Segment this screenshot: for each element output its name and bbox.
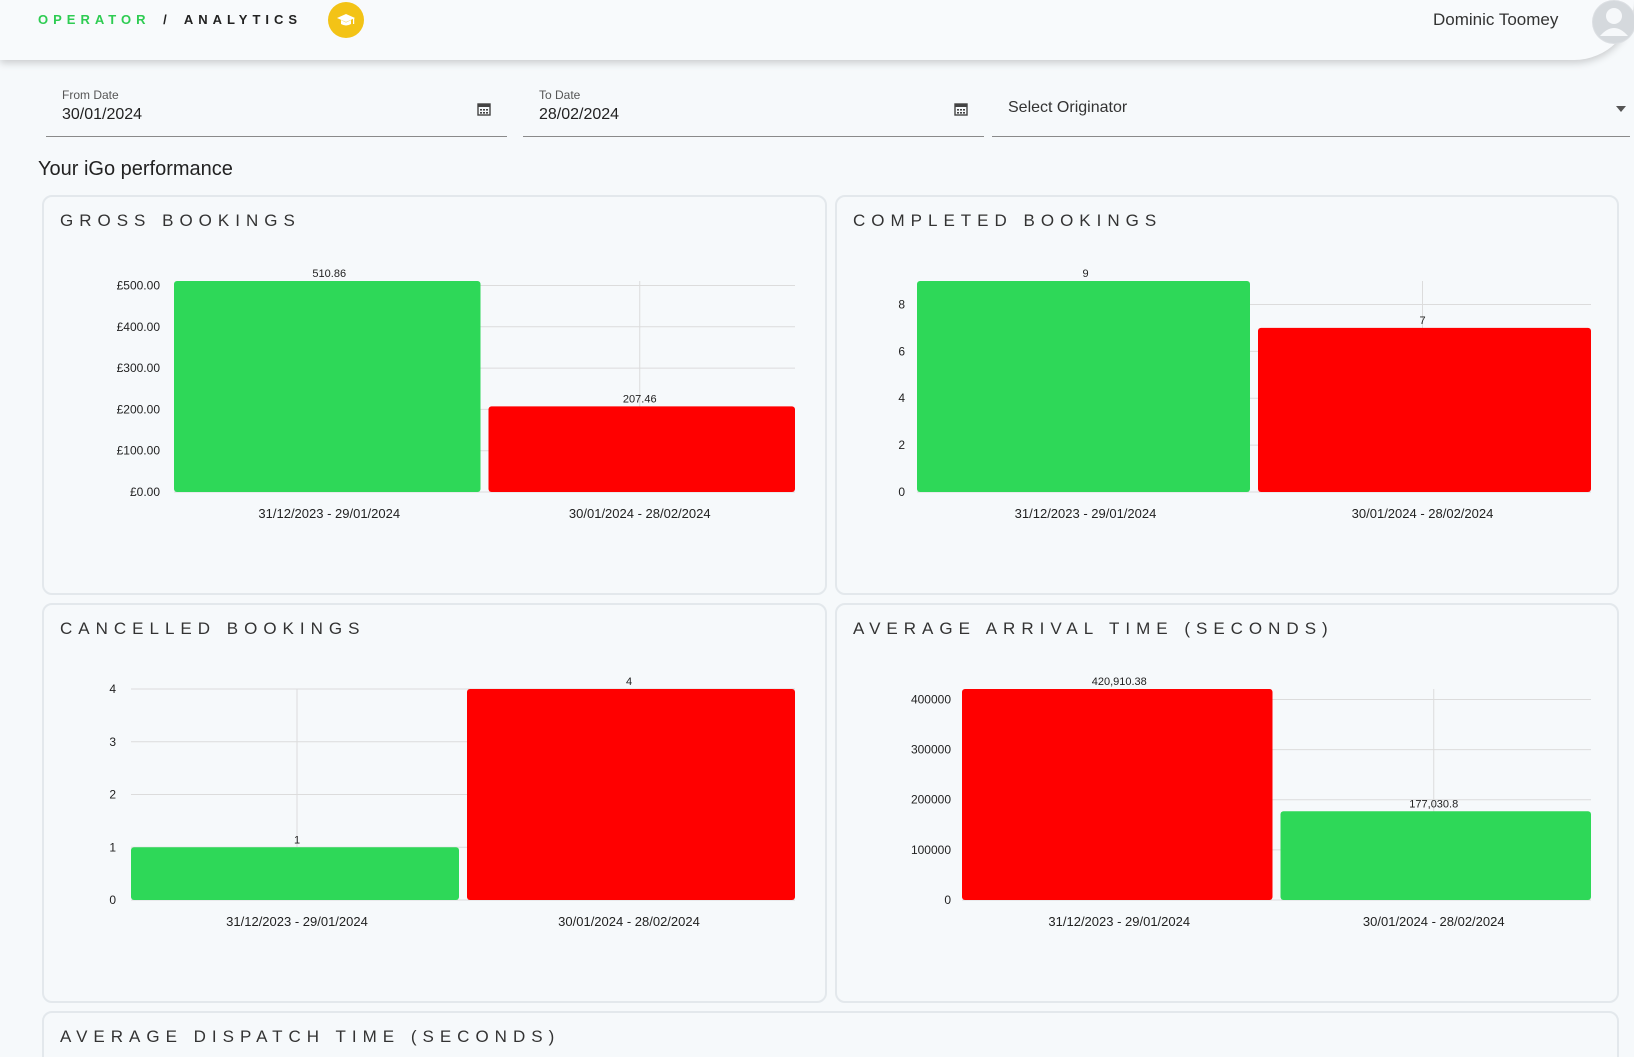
y-tick-label: 0 [944,893,951,907]
originator-select-value: Select Originator [1008,99,1128,116]
gross-bookings-card: GROSS BOOKINGS £0.00 £100.00 £200.00 £300.0… [42,195,827,595]
bar [917,281,1250,492]
data-label: 420,910.38 [1092,676,1147,688]
from-date-label: From Date [62,88,119,102]
data-label: 207.46 [623,393,657,405]
data-label: 177,030.8 [1409,798,1458,810]
y-tick-label: 1 [109,840,116,854]
card-title: CANCELLED BOOKINGS [60,619,366,638]
user-avatar-icon[interactable] [1592,0,1634,44]
x-tick-label: 31/12/2023 - 29/01/2024 [1015,506,1157,521]
to-date-label: To Date [539,88,581,102]
originator-select[interactable]: Select Originator [992,80,1630,137]
x-tick-label: 30/01/2024 - 28/02/2024 [1352,506,1494,521]
cancelled-bookings-card: CANCELLED BOOKINGS 0 1 2 3 4 1 31/12/2023 - 29… [42,603,827,1003]
gross-bookings-chart: £0.00 £100.00 £200.00 £300.00 £400.00 £500.00… [117,268,795,521]
brand-analytics-label: ANALYTICS [183,12,303,27]
y-tick-label: 400000 [911,692,951,706]
data-label: 9 [1082,268,1088,280]
y-tick-label: 0 [109,893,116,907]
x-tick-label: 30/01/2024 - 28/02/2024 [1363,914,1505,929]
card-title: AVERAGE DISPATCH TIME (SECONDS) [60,1027,561,1046]
x-tick-label: 30/01/2024 - 28/02/2024 [569,506,711,521]
completed-bookings-card: COMPLETED BOOKINGS 0 2 4 6 8 9 31/12/2023 - 29… [835,195,1619,595]
y-tick-label: 4 [109,682,116,696]
y-tick-label: £300.00 [117,361,161,375]
calendar-icon[interactable] [477,102,491,121]
y-tick-label: £200.00 [117,402,161,416]
data-label: 510.86 [312,268,346,280]
y-tick-label: 300000 [911,743,951,757]
card-title: GROSS BOOKINGS [60,211,301,230]
breadcrumb: OPERATOR / ANALYTICS [38,12,302,27]
x-tick-label: 31/12/2023 - 29/01/2024 [1048,914,1190,929]
x-tick-label: 30/01/2024 - 28/02/2024 [558,914,700,929]
y-tick-label: 4 [898,391,905,405]
average-dispatch-time-card: AVERAGE DISPATCH TIME (SECONDS) [42,1011,1619,1057]
cancelled-bookings-chart: 0 1 2 3 4 1 31/12/2023 - 29/01/2024 4 30/01/2024… [109,676,795,929]
y-tick-label: £100.00 [117,444,161,458]
breadcrumb-separator: / [163,12,172,27]
brand-operator-link[interactable]: OPERATOR [38,12,151,27]
chevron-down-icon[interactable] [1616,106,1626,112]
from-date-field[interactable]: From Date 30/01/2024 [46,80,507,137]
y-tick-label: 6 [898,344,905,358]
average-arrival-time-chart: 0 100000 200000 300000 400000 420,910.38 31/12… [911,676,1591,929]
y-tick-label: 100000 [911,843,951,857]
to-date-value[interactable]: 28/02/2024 [539,106,620,123]
bar [467,689,795,900]
bar [1280,811,1591,900]
bar [174,281,481,492]
average-arrival-time-card: AVERAGE ARRIVAL TIME (SECONDS) 0 100000 20… [835,603,1619,1003]
user-name[interactable]: Dominic Toomey [1433,10,1559,29]
y-tick-label: 2 [898,438,905,452]
calendar-icon[interactable] [954,102,968,121]
bar [488,406,795,492]
card-title: COMPLETED BOOKINGS [853,211,1163,230]
y-tick-label: £0.00 [130,485,160,499]
from-date-value[interactable]: 30/01/2024 [62,106,143,123]
y-tick-label: £500.00 [117,278,161,292]
card-title: AVERAGE ARRIVAL TIME (SECONDS) [853,619,1334,638]
y-tick-label: 0 [898,485,905,499]
bar [1258,327,1591,492]
y-tick-label: 3 [109,735,116,749]
data-label: 7 [1419,315,1425,327]
bar [962,689,1273,900]
data-label: 1 [294,834,300,846]
bar [131,847,459,900]
y-tick-label: 200000 [911,793,951,807]
data-label: 4 [626,676,632,688]
x-tick-label: 31/12/2023 - 29/01/2024 [258,506,400,521]
graduation-cap-icon[interactable] [328,2,364,38]
y-tick-label: £400.00 [117,320,161,334]
section-title: Your iGo performance [38,158,233,180]
completed-bookings-chart: 0 2 4 6 8 9 31/12/2023 - 29/01/2024 7 30/01/2024… [898,268,1591,521]
top-bar: OPERATOR / ANALYTICS Dominic Toomey [0,0,1634,60]
y-tick-label: 2 [109,788,116,802]
x-tick-label: 31/12/2023 - 29/01/2024 [226,914,368,929]
to-date-field[interactable]: To Date 28/02/2024 [523,80,984,137]
y-tick-label: 8 [898,297,905,311]
